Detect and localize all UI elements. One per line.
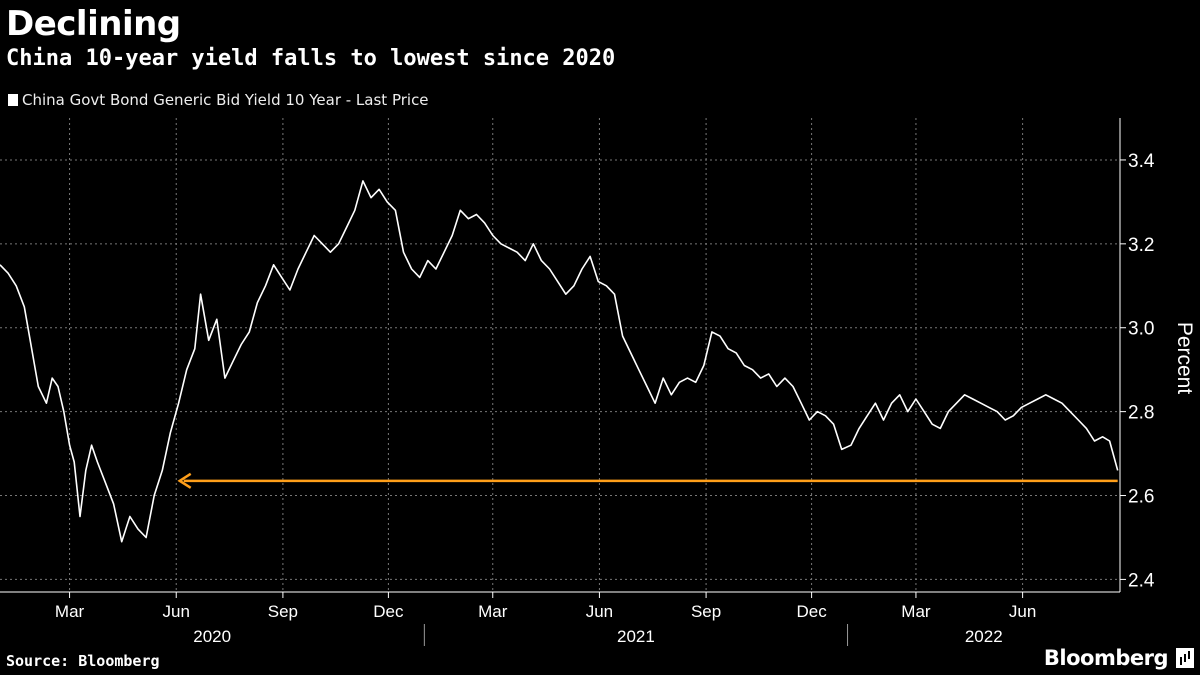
year-label: 2022	[965, 627, 1003, 646]
year-label: 2021	[617, 627, 655, 646]
x-tick-label: Mar	[478, 602, 508, 621]
y-tick-label: 2.8	[1128, 403, 1154, 424]
legend-label: China Govt Bond Generic Bid Yield 10 Yea…	[22, 91, 429, 109]
legend: China Govt Bond Generic Bid Yield 10 Yea…	[8, 91, 429, 109]
bloomberg-chart-icon	[1176, 648, 1194, 668]
legend-swatch	[8, 94, 18, 106]
y-tick-label: 2.4	[1128, 570, 1155, 591]
y-axis-title: Percent	[1173, 322, 1196, 395]
y-tick-label: 3.4	[1128, 151, 1155, 172]
y-tick-label: 2.6	[1128, 487, 1154, 508]
x-tick-label: Jun	[1009, 602, 1036, 621]
y-tick-label: 3.2	[1128, 235, 1154, 256]
y-tick-label: 3.0	[1128, 319, 1154, 340]
x-tick-label: Mar	[901, 602, 931, 621]
source-note: Source: Bloomberg	[6, 652, 160, 670]
series-line	[0, 180, 1119, 543]
x-tick-label: Jun	[586, 602, 613, 621]
x-tick-label: Mar	[55, 602, 85, 621]
chart-title: Declining	[6, 4, 181, 44]
x-tick-label: Jun	[163, 602, 190, 621]
chart-subtitle: China 10-year yield falls to lowest sinc…	[6, 46, 616, 71]
bloomberg-logo: Bloomberg	[1043, 646, 1169, 670]
year-label: 2020	[193, 627, 231, 646]
x-tick-label: Sep	[268, 602, 298, 621]
x-tick-label: Dec	[373, 602, 404, 621]
x-tick-label: Sep	[691, 602, 721, 621]
x-tick-label: Dec	[796, 602, 827, 621]
annotation-arrow-head	[177, 472, 192, 489]
